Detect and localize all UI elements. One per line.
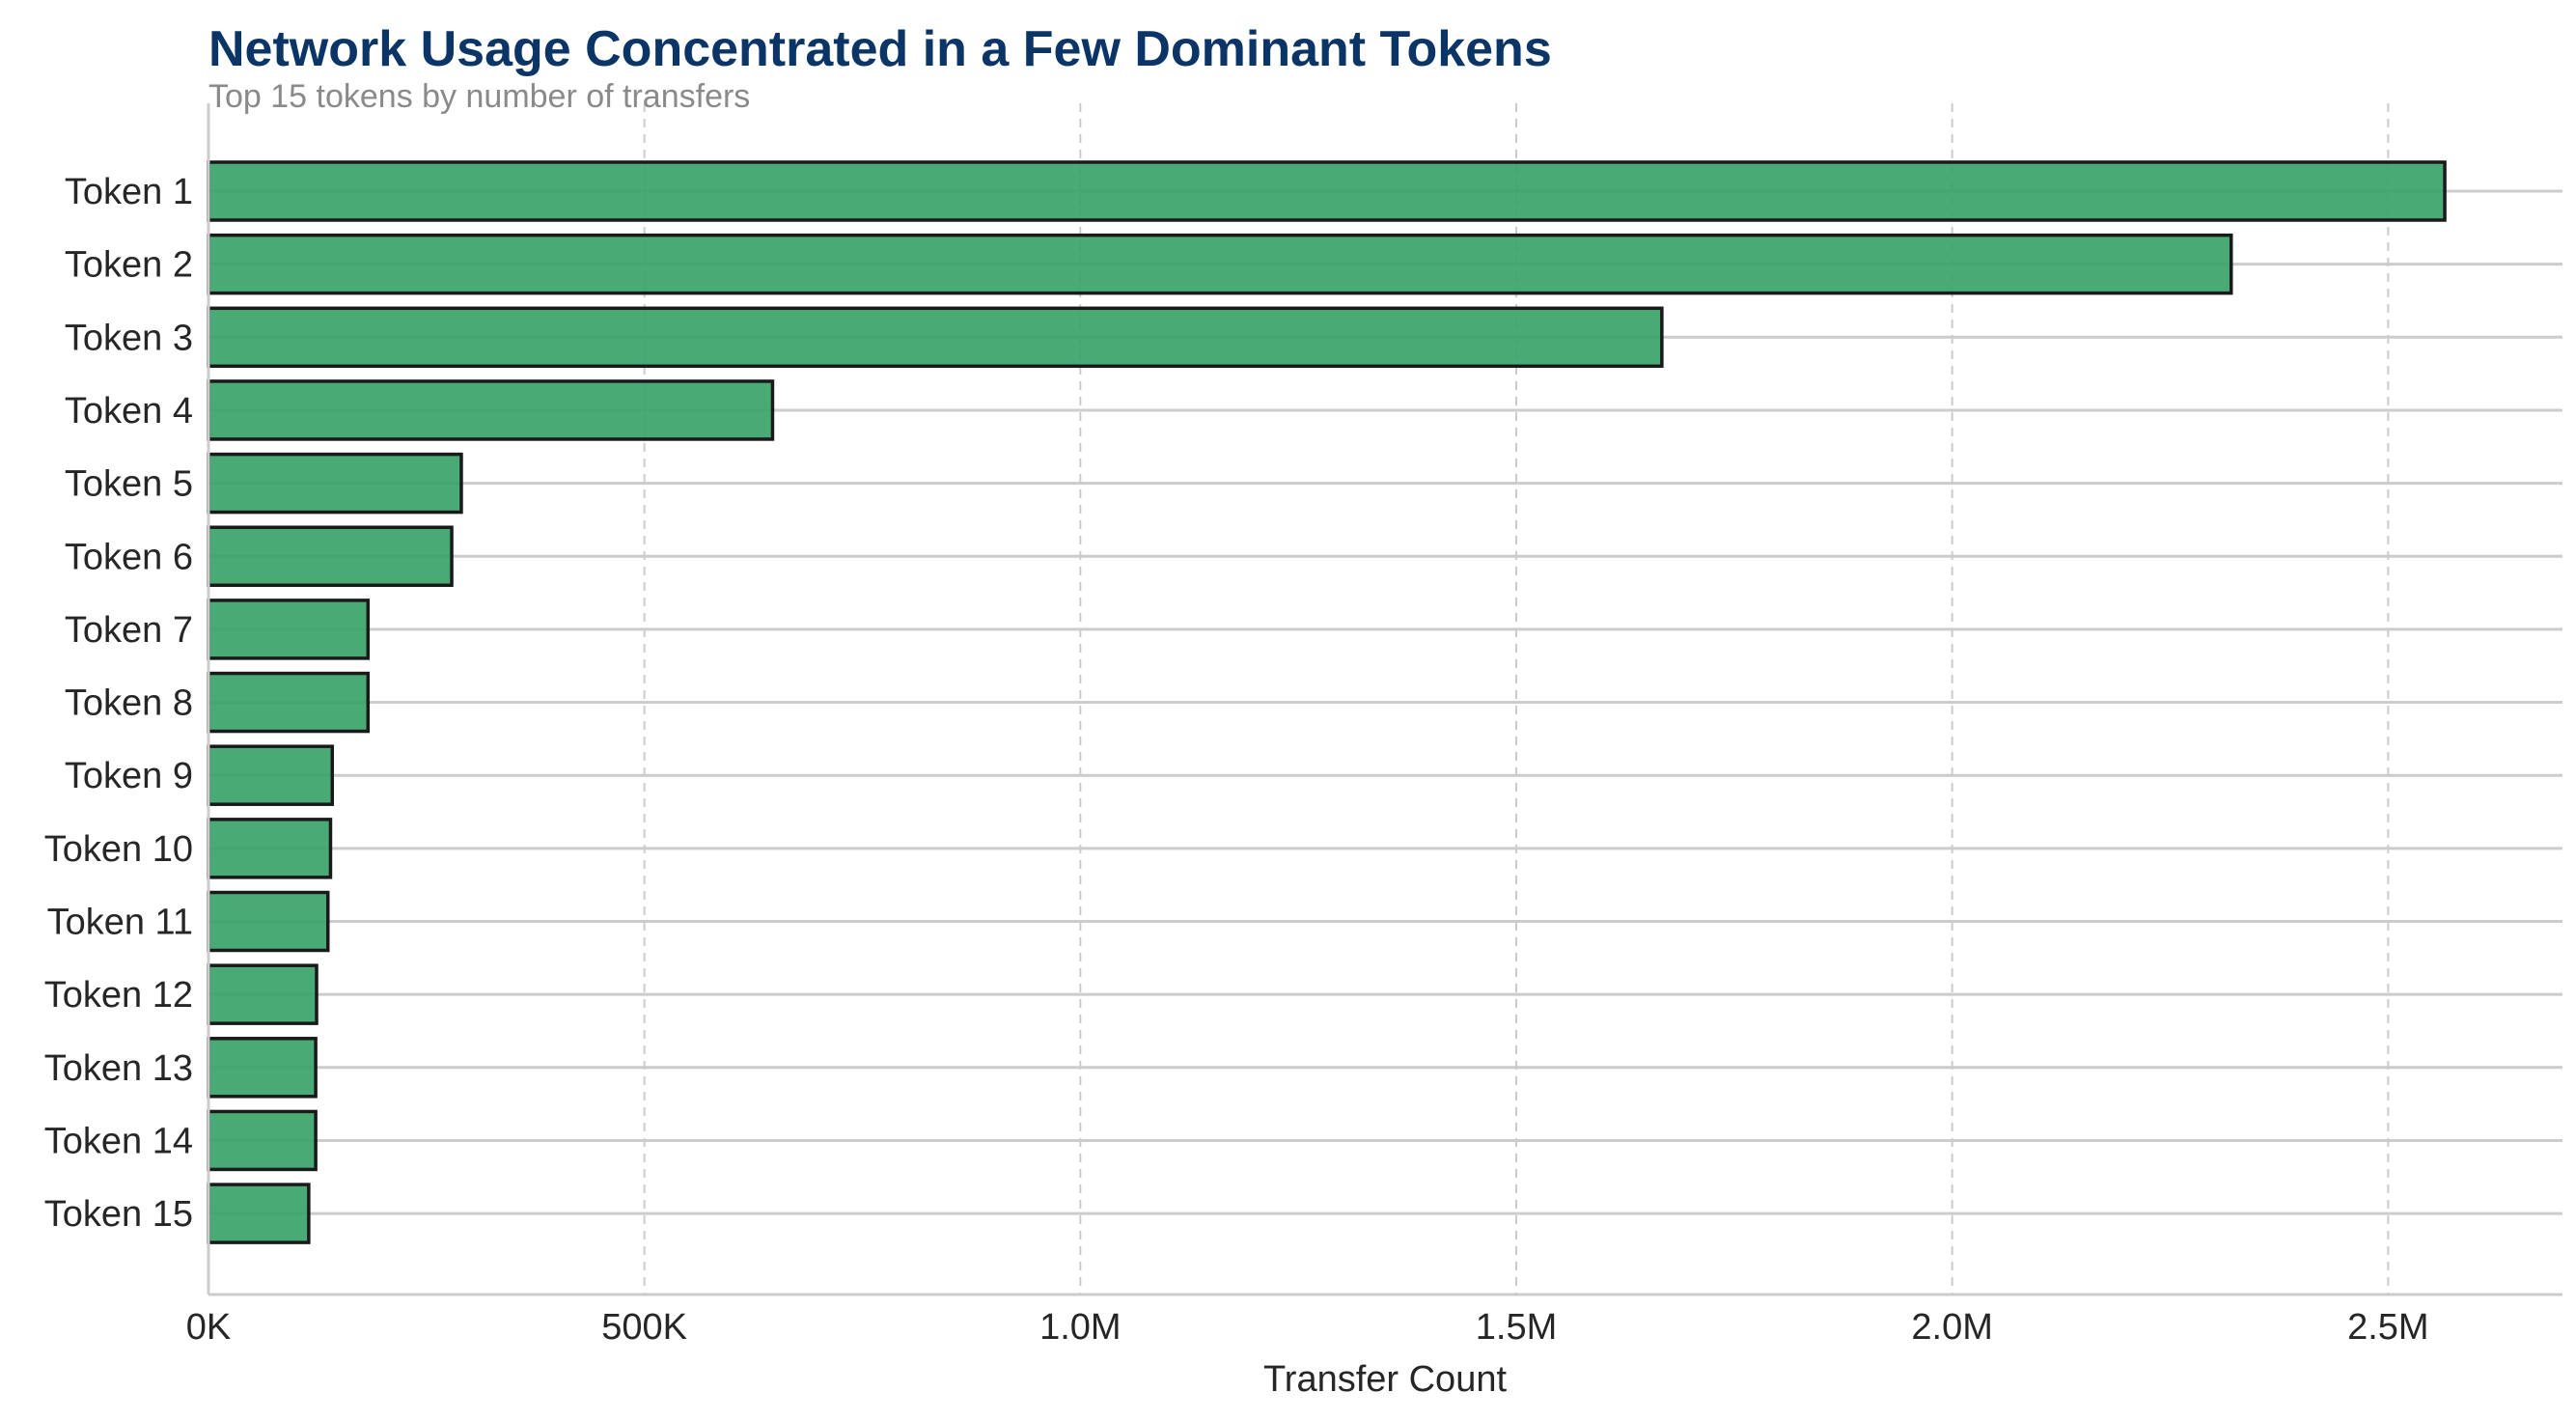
bar-token-7 [207, 599, 371, 660]
y-tick-label: Token 7 [65, 610, 193, 651]
bar-token-4 [207, 379, 775, 441]
bar-token-11 [207, 890, 330, 953]
bar-token-15 [207, 1183, 311, 1244]
y-tick-label: Token 13 [44, 1048, 193, 1089]
x-tick-label: 500K [601, 1307, 687, 1348]
bar-token-10 [207, 818, 333, 879]
y-tick-label: Token 10 [44, 829, 193, 870]
bar-token-13 [207, 1037, 318, 1099]
y-tick-label: Token 15 [44, 1194, 193, 1235]
y-tick-label: Token 5 [65, 464, 193, 505]
bar-token-6 [207, 525, 454, 587]
y-tick-label: Token 8 [65, 683, 193, 724]
y-tick-label: Token 12 [44, 975, 193, 1016]
bar-token-8 [207, 671, 371, 734]
chart-subtitle: Top 15 tokens by number of transfers [208, 78, 750, 115]
bar-token-1 [207, 160, 2447, 222]
bar-token-2 [207, 233, 2233, 295]
y-tick-label: Token 1 [65, 172, 193, 212]
y-tick-label: Token 14 [44, 1121, 193, 1161]
y-tick-label: Token 9 [65, 756, 193, 796]
x-tick-label: 1.5M [1476, 1307, 1557, 1348]
y-tick-label: Token 11 [47, 903, 193, 943]
bar-token-12 [207, 963, 319, 1025]
y-tick-label: Token 4 [65, 391, 193, 432]
x-tick-label: 1.0M [1039, 1307, 1121, 1348]
x-tick-label: 0K [186, 1307, 231, 1348]
x-tick-label: 2.5M [2347, 1307, 2428, 1348]
chart-title: Network Usage Concentrated in a Few Domi… [208, 21, 1552, 77]
bar-token-5 [207, 452, 463, 515]
bar-layer [207, 160, 2447, 1244]
bar-token-3 [207, 306, 1664, 369]
bar-token-14 [207, 1109, 318, 1172]
bar-token-9 [207, 744, 335, 806]
y-tick-label: Token 3 [65, 318, 193, 358]
axis-layer: Token 1 Token 2 Token 3 Token 4 Token 5 Token… [44, 103, 2562, 1348]
y-tick-label: Token 2 [65, 245, 193, 286]
x-axis-label: Transfer Count [1263, 1359, 1507, 1400]
x-tick-label: 2.0M [1911, 1307, 1992, 1348]
y-tick-label: Token 6 [65, 537, 193, 577]
